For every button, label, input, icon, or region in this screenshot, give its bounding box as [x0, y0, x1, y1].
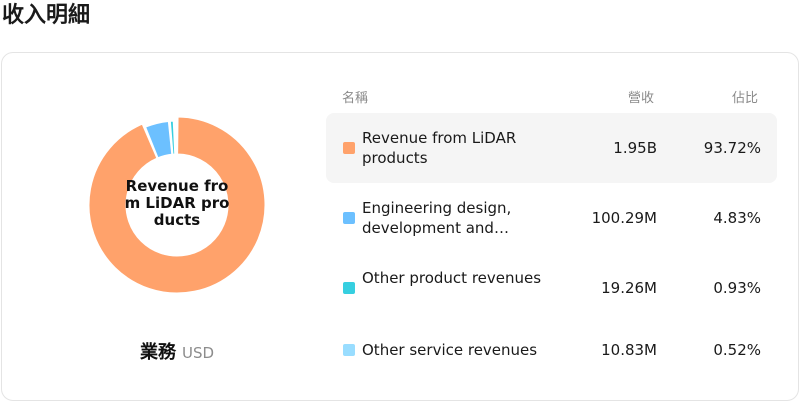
column-header-share: 佔比 [731, 91, 758, 106]
row-name: Engineering design, development and… [362, 199, 512, 237]
donut-center-label: Revenue from LiDAR products [124, 177, 230, 229]
table-row[interactable]: Other product revenues 19.26M 0.93% [326, 253, 777, 323]
color-swatch [343, 212, 355, 224]
row-revenue: 1.95B [613, 139, 657, 157]
row-name: Other product revenues [362, 269, 542, 287]
row-name: Revenue from LiDAR products [362, 129, 517, 167]
color-swatch [343, 142, 355, 154]
row-share: 93.72% [703, 139, 761, 157]
table-row[interactable]: Engineering design, development and… 100… [326, 183, 777, 253]
row-share: 0.93% [713, 279, 761, 297]
revenue-breakdown-card: Revenue from LiDAR products 業務 USD 名稱 營收 … [1, 52, 799, 401]
row-revenue: 100.29M [591, 209, 657, 227]
color-swatch [343, 344, 355, 356]
table-row[interactable]: Other service revenues 10.83M 0.52% [326, 315, 777, 385]
row-revenue: 10.83M [601, 341, 657, 359]
row-share: 4.83% [713, 209, 761, 227]
color-swatch [343, 282, 355, 294]
table-row[interactable]: Revenue from LiDAR products 1.95B 93.72% [326, 113, 777, 183]
column-header-revenue: 營收 [627, 91, 654, 106]
row-revenue: 19.26M [601, 279, 657, 297]
column-header-name: 名稱 [342, 91, 369, 106]
donut-slice[interactable] [144, 120, 173, 159]
row-share: 0.52% [713, 341, 761, 359]
page-title: 收入明細 [2, 3, 91, 28]
segment-caption: 業務 [139, 342, 176, 363]
donut-chart[interactable]: Revenue from LiDAR products [88, 116, 266, 294]
donut-caption: 業務 USD [2, 338, 352, 364]
donut-slice[interactable] [174, 120, 177, 155]
donut-slice[interactable] [169, 120, 176, 155]
row-name: Other service revenues [362, 341, 538, 359]
donut-slice[interactable] [88, 116, 266, 294]
donut-svg [88, 116, 266, 294]
currency-caption: USD [181, 344, 215, 362]
